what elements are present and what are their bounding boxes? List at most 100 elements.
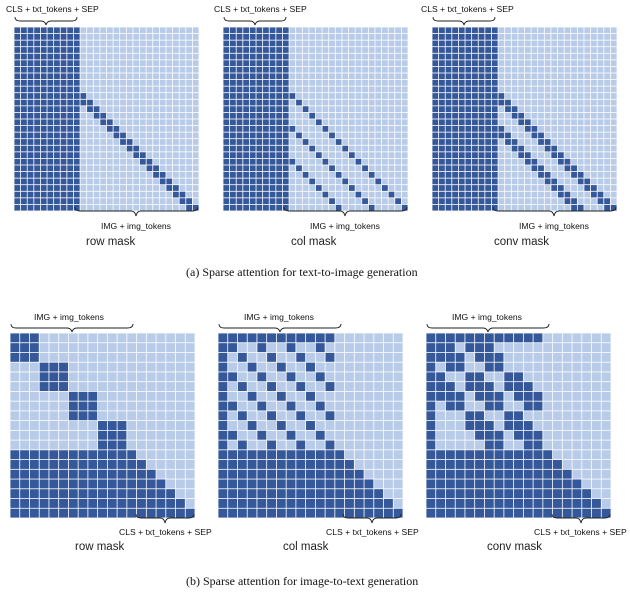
masked-cell <box>597 125 604 132</box>
masked-cell <box>395 86 401 93</box>
masked-cell <box>39 411 49 421</box>
masked-cell <box>10 391 20 401</box>
masked-cell <box>511 73 518 80</box>
attended-cell <box>452 171 459 178</box>
masked-cell <box>543 421 553 430</box>
masked-cell <box>498 185 505 191</box>
masked-cell <box>551 73 558 80</box>
masked-cell <box>100 185 107 191</box>
masked-cell <box>80 47 87 53</box>
attended-cell <box>237 450 247 460</box>
attended-cell <box>485 86 492 93</box>
attended-cell <box>243 152 250 159</box>
attended-cell <box>117 430 127 440</box>
masked-cell <box>524 139 531 145</box>
masked-cell <box>498 145 505 152</box>
masked-cell <box>564 47 571 53</box>
masked-cell <box>604 79 610 86</box>
attended-cell <box>439 139 445 145</box>
masked-cell <box>610 106 617 113</box>
attended-cell <box>47 47 54 53</box>
masked-cell <box>364 382 374 392</box>
masked-cell <box>192 99 199 106</box>
masked-cell <box>504 430 514 440</box>
masked-cell <box>106 145 113 152</box>
masked-cell <box>153 191 159 198</box>
attended-cell <box>484 450 494 460</box>
attended-cell <box>40 66 47 73</box>
attended-cell <box>306 508 315 518</box>
masked-cell <box>381 139 388 145</box>
masked-cell <box>505 93 511 99</box>
attended-cell <box>230 33 236 40</box>
masked-cell <box>393 382 403 392</box>
attended-cell <box>465 106 472 113</box>
masked-cell <box>544 53 551 60</box>
attended-cell <box>269 27 276 34</box>
masked-cell <box>80 165 87 172</box>
masked-cell <box>342 86 349 93</box>
masked-cell <box>126 66 133 73</box>
attended-cell <box>153 165 159 172</box>
masked-cell <box>186 132 192 139</box>
masked-cell <box>133 40 140 47</box>
attended-cell <box>60 139 67 145</box>
masked-cell <box>562 450 572 460</box>
masked-cell <box>186 145 192 152</box>
masked-cell <box>126 191 133 198</box>
masked-cell <box>610 191 617 198</box>
attended-cell <box>306 333 315 343</box>
masked-cell <box>289 119 296 126</box>
masked-cell <box>355 33 362 40</box>
attended-cell <box>282 99 289 106</box>
attended-cell <box>475 498 485 508</box>
masked-cell <box>289 112 296 119</box>
masked-cell <box>584 33 591 40</box>
attended-cell <box>485 158 492 165</box>
attended-cell <box>465 86 472 93</box>
masked-cell <box>368 139 375 145</box>
attended-cell <box>286 508 296 518</box>
masked-cell <box>388 27 395 34</box>
masked-cell <box>610 132 617 139</box>
masked-cell <box>577 165 584 172</box>
masked-cell <box>531 53 538 60</box>
attended-cell <box>445 185 452 191</box>
bottom-brace <box>342 513 402 524</box>
attended-cell <box>354 498 364 508</box>
masked-cell <box>322 60 329 67</box>
attended-cell <box>73 47 80 53</box>
attended-cell <box>223 152 230 159</box>
masked-cell <box>126 53 133 60</box>
attended-cell <box>552 459 562 469</box>
attended-cell <box>485 152 492 159</box>
attended-cell <box>27 79 34 86</box>
attended-cell <box>120 132 126 139</box>
attended-cell <box>282 171 289 178</box>
masked-cell <box>552 362 562 372</box>
masked-cell <box>348 139 355 145</box>
masked-cell <box>455 343 465 353</box>
attended-cell <box>538 139 544 145</box>
masked-cell <box>557 40 564 47</box>
masked-cell <box>557 86 564 93</box>
attended-cell <box>491 86 498 93</box>
attended-cell <box>263 132 269 139</box>
masked-cell <box>302 112 309 119</box>
masked-cell <box>146 430 156 440</box>
attended-cell <box>286 372 296 382</box>
attended-cell <box>223 47 230 53</box>
masked-cell <box>342 47 349 53</box>
attended-cell <box>465 171 472 178</box>
attended-cell <box>538 171 544 178</box>
attended-cell <box>98 489 107 499</box>
attended-cell <box>325 450 335 460</box>
masked-cell <box>436 401 446 411</box>
attended-cell <box>223 106 230 113</box>
masked-cell <box>93 53 100 60</box>
masked-cell <box>302 145 309 152</box>
masked-cell <box>584 165 591 172</box>
masked-cell <box>465 440 475 450</box>
masked-cell <box>335 132 342 139</box>
masked-cell <box>179 86 186 93</box>
